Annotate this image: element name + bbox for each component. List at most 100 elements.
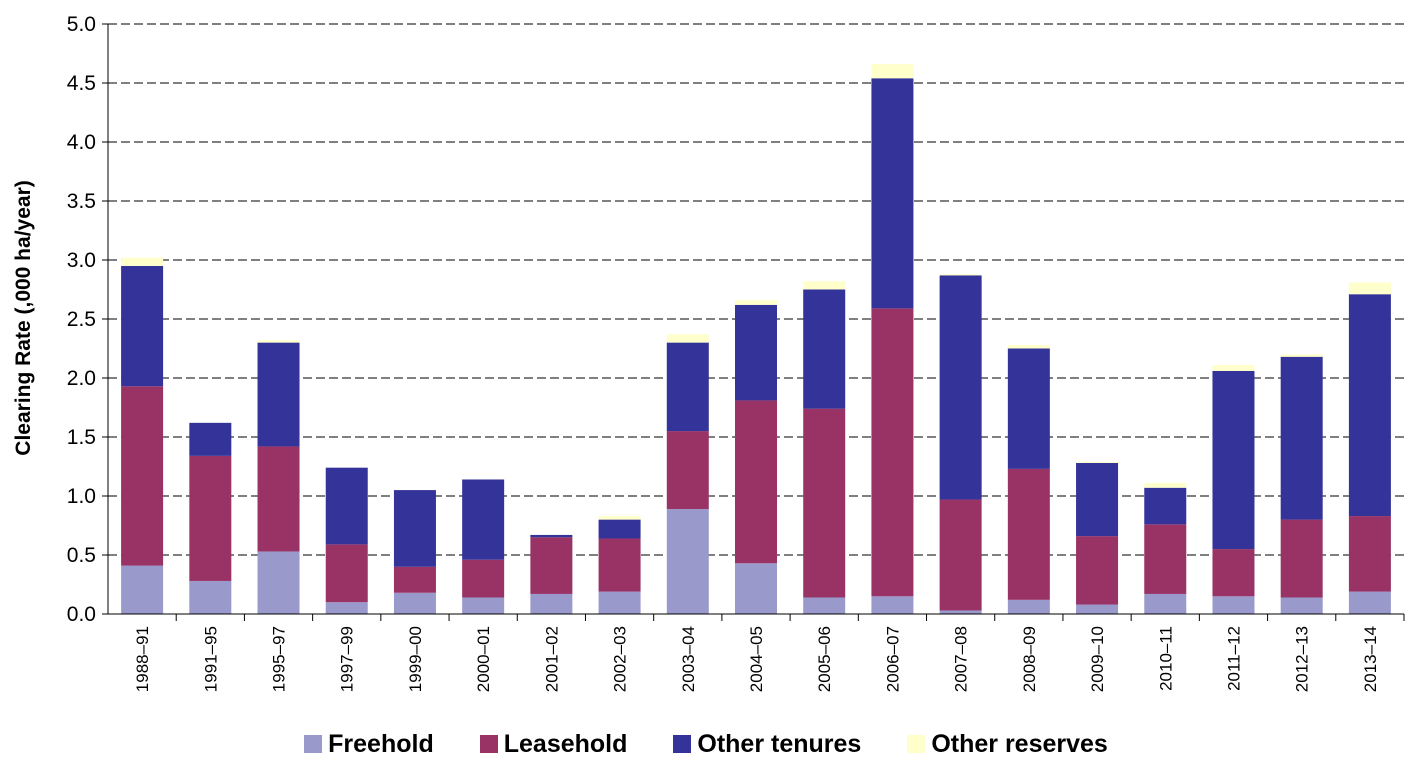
bar-leasehold bbox=[1212, 549, 1255, 597]
bar-leasehold bbox=[530, 537, 573, 594]
bar-other-tenures bbox=[1144, 487, 1187, 525]
y-tick-label: 3.5 bbox=[67, 190, 96, 213]
bar-other-tenures bbox=[598, 519, 641, 539]
bar-other-tenures bbox=[1348, 294, 1391, 517]
bar-leasehold bbox=[1007, 468, 1050, 600]
x-tick-label: 2001–02 bbox=[542, 626, 561, 692]
y-tick-labels: 0.0 0.5 1.0 1.5 2.0 2.5 3.0 3.5 4.0 4.5 5.0 bbox=[67, 13, 96, 626]
x-tick-label: 2006–07 bbox=[883, 626, 902, 692]
bar-other-reserves bbox=[121, 257, 164, 266]
bar-other-tenures bbox=[1212, 370, 1255, 550]
x-tick-label: 2010–11 bbox=[1156, 626, 1175, 691]
x-tick-label: 1995–97 bbox=[270, 626, 289, 692]
bar-freehold bbox=[257, 551, 300, 614]
bar-other-reserves bbox=[1348, 282, 1391, 295]
bar-leasehold bbox=[121, 386, 164, 566]
legend-swatch-leasehold bbox=[479, 735, 498, 753]
bar-leasehold bbox=[462, 559, 505, 598]
y-tick-label: 0.5 bbox=[67, 544, 96, 567]
bar-freehold bbox=[1076, 604, 1119, 614]
bar-freehold bbox=[1212, 596, 1255, 614]
x-tick-label: 2002–03 bbox=[611, 626, 630, 692]
legend-swatch-freehold bbox=[304, 735, 323, 753]
bar-freehold bbox=[121, 565, 164, 614]
bar-leasehold bbox=[257, 446, 300, 552]
bar-other-tenures bbox=[939, 275, 982, 500]
legend-swatch-other-tenures bbox=[673, 735, 692, 753]
legend-label-freehold: Freehold bbox=[328, 729, 434, 758]
stacked-bar-chart: 0.0 0.5 1.0 1.5 2.0 2.5 3.0 3.5 4.0 4.5 5.0 1988–9… bbox=[12, 13, 1405, 692]
bar-other-reserves bbox=[598, 516, 641, 520]
bar-other-tenures bbox=[735, 304, 777, 401]
bar-leasehold bbox=[871, 308, 914, 597]
bar-leasehold bbox=[1348, 516, 1391, 592]
bar-other-tenures bbox=[462, 479, 505, 560]
bar-freehold bbox=[598, 591, 641, 614]
bar-leasehold bbox=[393, 566, 436, 593]
legend-item-other-reserves: Other reserves bbox=[907, 730, 1108, 759]
y-tick-label: 1.0 bbox=[67, 485, 96, 508]
bar-freehold bbox=[325, 602, 368, 614]
bar-freehold bbox=[189, 580, 232, 614]
axes bbox=[102, 23, 1405, 621]
bar-other-reserves bbox=[1212, 365, 1255, 371]
bar-freehold bbox=[1007, 599, 1050, 614]
bar-other-tenures bbox=[325, 467, 368, 545]
bar-leasehold bbox=[189, 455, 232, 581]
x-tick-label: 2007–08 bbox=[952, 626, 971, 692]
bar-other-reserves bbox=[735, 300, 777, 305]
bar-other-tenures bbox=[1280, 356, 1323, 520]
bar-freehold bbox=[666, 508, 709, 614]
x-tick-label: 2000–01 bbox=[474, 626, 493, 692]
x-tick-label: 2009–10 bbox=[1088, 626, 1107, 692]
gridlines bbox=[108, 23, 1404, 556]
x-tick-label: 2012–13 bbox=[1293, 626, 1312, 692]
bar-other-tenures bbox=[393, 490, 436, 567]
x-tick-label: 1999–00 bbox=[406, 626, 425, 692]
bar-other-tenures bbox=[1007, 348, 1050, 469]
bar-freehold bbox=[530, 593, 573, 614]
bar-freehold bbox=[393, 592, 436, 614]
x-tick-label: 2008–09 bbox=[1020, 626, 1039, 692]
y-tick-label: 2.0 bbox=[67, 367, 96, 390]
bar-other-reserves bbox=[1280, 354, 1323, 357]
legend-item-leasehold: Leasehold bbox=[479, 730, 627, 759]
bar-leasehold bbox=[1144, 524, 1187, 594]
bar-leasehold bbox=[325, 544, 368, 603]
bar-other-tenures bbox=[803, 289, 846, 409]
legend-label-other-reserves: Other reserves bbox=[931, 729, 1108, 758]
bar-leasehold bbox=[598, 538, 641, 592]
x-tick-label: 2003–04 bbox=[679, 626, 698, 692]
bar-other-reserves bbox=[803, 281, 846, 290]
legend: Freehold Leasehold Other tenures Other r… bbox=[0, 728, 1412, 760]
bar-other-reserves bbox=[939, 274, 982, 276]
bar-freehold bbox=[462, 597, 505, 614]
bar-freehold bbox=[803, 597, 846, 614]
y-tick-label: 1.5 bbox=[67, 426, 96, 449]
y-tick-label: 3.0 bbox=[67, 249, 96, 272]
bar-other-reserves bbox=[1007, 344, 1050, 349]
bar-leasehold bbox=[939, 499, 982, 611]
x-tick-label: 1988–91 bbox=[133, 626, 152, 692]
bar-freehold bbox=[735, 563, 777, 614]
legend-item-freehold: Freehold bbox=[304, 730, 434, 759]
legend-swatch-other-reserves bbox=[907, 735, 926, 753]
legend-label-other-tenures: Other tenures bbox=[697, 729, 862, 758]
y-tick-label: 0.0 bbox=[67, 603, 96, 626]
bar-other-tenures bbox=[666, 342, 709, 432]
bar-leasehold bbox=[735, 400, 777, 564]
bar-leasehold bbox=[1076, 536, 1119, 605]
x-tick-label: 2011–12 bbox=[1224, 626, 1243, 691]
x-tick-label: 2005–06 bbox=[815, 626, 834, 692]
bar-freehold bbox=[939, 610, 982, 614]
x-tick-label: 1997–99 bbox=[338, 626, 357, 692]
bar-other-reserves bbox=[257, 340, 300, 343]
bar-other-reserves bbox=[871, 64, 914, 79]
bar-other-reserves bbox=[666, 334, 709, 343]
bar-other-tenures bbox=[121, 265, 164, 387]
x-tick-labels: 1988–91 1991–95 1995–97 1997–99 1999–00 2000–… bbox=[133, 626, 1380, 692]
bar-other-tenures bbox=[1076, 462, 1119, 537]
bar-other-tenures bbox=[530, 534, 573, 538]
bar-other-reserves bbox=[1076, 461, 1119, 463]
bar-leasehold bbox=[666, 431, 709, 509]
